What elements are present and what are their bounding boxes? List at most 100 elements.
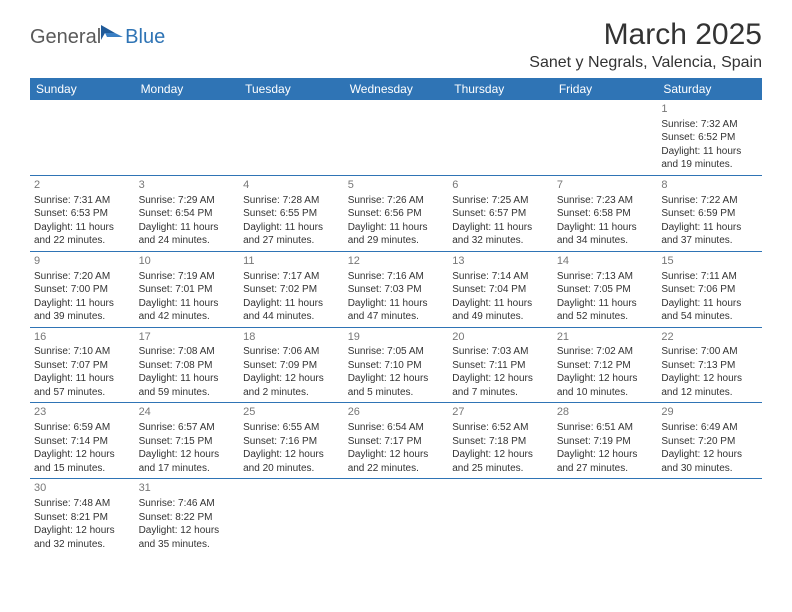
calendar-cell: 11Sunrise: 7:17 AMSunset: 7:02 PMDayligh… [239, 251, 344, 327]
sunrise-text: Sunrise: 7:00 AM [661, 345, 758, 359]
title-block: March 2025 Sanet y Negrals, Valencia, Sp… [529, 18, 762, 72]
day-number: 7 [557, 178, 654, 193]
daylight-text: Daylight: 11 hours [139, 221, 236, 235]
daylight-text: and 17 minutes. [139, 462, 236, 476]
sunrise-text: Sunrise: 7:23 AM [557, 194, 654, 208]
day-number: 3 [139, 178, 236, 193]
logo: General Blue [30, 26, 165, 49]
daylight-text: and 52 minutes. [557, 310, 654, 324]
calendar-cell: 28Sunrise: 6:51 AMSunset: 7:19 PMDayligh… [553, 403, 658, 479]
day-number: 4 [243, 178, 340, 193]
day-number: 23 [34, 405, 131, 420]
daylight-text: Daylight: 11 hours [34, 297, 131, 311]
daylight-text: Daylight: 12 hours [557, 448, 654, 462]
sunrise-text: Sunrise: 6:54 AM [348, 421, 445, 435]
calendar-cell [135, 100, 240, 175]
calendar-cell: 22Sunrise: 7:00 AMSunset: 7:13 PMDayligh… [657, 327, 762, 403]
day-number: 25 [243, 405, 340, 420]
sunset-text: Sunset: 6:57 PM [452, 207, 549, 221]
calendar-cell [448, 100, 553, 175]
sunset-text: Sunset: 7:20 PM [661, 435, 758, 449]
sunrise-text: Sunrise: 7:28 AM [243, 194, 340, 208]
sunset-text: Sunset: 7:19 PM [557, 435, 654, 449]
daylight-text: and 34 minutes. [557, 234, 654, 248]
calendar-cell: 20Sunrise: 7:03 AMSunset: 7:11 PMDayligh… [448, 327, 553, 403]
day-number: 14 [557, 254, 654, 269]
calendar-cell: 4Sunrise: 7:28 AMSunset: 6:55 PMDaylight… [239, 175, 344, 251]
day-number: 20 [452, 330, 549, 345]
sunrise-text: Sunrise: 6:55 AM [243, 421, 340, 435]
daylight-text: and 49 minutes. [452, 310, 549, 324]
daylight-text: Daylight: 11 hours [661, 145, 758, 159]
daylight-text: and 47 minutes. [348, 310, 445, 324]
sunset-text: Sunset: 8:21 PM [34, 511, 131, 525]
sunset-text: Sunset: 6:55 PM [243, 207, 340, 221]
calendar-row: 9Sunrise: 7:20 AMSunset: 7:00 PMDaylight… [30, 251, 762, 327]
calendar-cell [239, 100, 344, 175]
calendar-table: Sunday Monday Tuesday Wednesday Thursday… [30, 78, 762, 554]
sunset-text: Sunset: 7:14 PM [34, 435, 131, 449]
daylight-text: Daylight: 12 hours [243, 448, 340, 462]
calendar-cell [553, 100, 658, 175]
sunset-text: Sunset: 7:12 PM [557, 359, 654, 373]
sunset-text: Sunset: 7:02 PM [243, 283, 340, 297]
daylight-text: and 44 minutes. [243, 310, 340, 324]
day-number: 10 [139, 254, 236, 269]
daylight-text: Daylight: 11 hours [661, 221, 758, 235]
sunrise-text: Sunrise: 6:57 AM [139, 421, 236, 435]
day-number: 8 [661, 178, 758, 193]
weekday-header: Wednesday [344, 78, 449, 100]
daylight-text: Daylight: 11 hours [139, 372, 236, 386]
weekday-header: Friday [553, 78, 658, 100]
sunset-text: Sunset: 7:01 PM [139, 283, 236, 297]
weekday-header: Sunday [30, 78, 135, 100]
daylight-text: and 24 minutes. [139, 234, 236, 248]
calendar-cell: 7Sunrise: 7:23 AMSunset: 6:58 PMDaylight… [553, 175, 658, 251]
sunrise-text: Sunrise: 7:22 AM [661, 194, 758, 208]
calendar-cell: 16Sunrise: 7:10 AMSunset: 7:07 PMDayligh… [30, 327, 135, 403]
calendar-cell: 9Sunrise: 7:20 AMSunset: 7:00 PMDaylight… [30, 251, 135, 327]
day-number: 26 [348, 405, 445, 420]
location: Sanet y Negrals, Valencia, Spain [529, 54, 762, 72]
day-number: 12 [348, 254, 445, 269]
sunset-text: Sunset: 8:22 PM [139, 511, 236, 525]
sunset-text: Sunset: 7:13 PM [661, 359, 758, 373]
sunrise-text: Sunrise: 7:48 AM [34, 497, 131, 511]
daylight-text: Daylight: 12 hours [452, 448, 549, 462]
day-number: 9 [34, 254, 131, 269]
calendar-cell: 13Sunrise: 7:14 AMSunset: 7:04 PMDayligh… [448, 251, 553, 327]
day-number: 18 [243, 330, 340, 345]
calendar-row: 23Sunrise: 6:59 AMSunset: 7:14 PM Dayligh… [30, 403, 762, 479]
day-number: 11 [243, 254, 340, 269]
calendar-cell: 21Sunrise: 7:02 AMSunset: 7:12 PMDayligh… [553, 327, 658, 403]
sunrise-text: Sunrise: 7:16 AM [348, 270, 445, 284]
daylight-text: Daylight: 11 hours [452, 221, 549, 235]
daylight-text: Daylight: 11 hours [243, 297, 340, 311]
sunrise-text: Sunrise: 7:11 AM [661, 270, 758, 284]
calendar-cell: 15Sunrise: 7:11 AMSunset: 7:06 PMDayligh… [657, 251, 762, 327]
day-number: 28 [557, 405, 654, 420]
header: General Blue March 2025 Sanet y Negrals,… [30, 18, 762, 72]
daylight-text: Daylight: 11 hours [348, 297, 445, 311]
sunrise-text: Sunrise: 7:08 AM [139, 345, 236, 359]
sunset-text: Sunset: 7:07 PM [34, 359, 131, 373]
daylight-text: Daylight: 11 hours [348, 221, 445, 235]
daylight-text: and 37 minutes. [661, 234, 758, 248]
sunset-text: Sunset: 7:15 PM [139, 435, 236, 449]
daylight-text: Daylight: 11 hours [34, 221, 131, 235]
calendar-cell [30, 100, 135, 175]
flag-icon [101, 23, 123, 41]
calendar-cell: 2Sunrise: 7:31 AMSunset: 6:53 PMDaylight… [30, 175, 135, 251]
sunrise-text: Sunrise: 6:59 AM [34, 421, 131, 435]
calendar-cell [239, 479, 344, 554]
calendar-cell: 27Sunrise: 6:52 AMSunset: 7:18 PMDayligh… [448, 403, 553, 479]
daylight-text: and 15 minutes. [34, 462, 131, 476]
day-number: 21 [557, 330, 654, 345]
calendar-cell: 19Sunrise: 7:05 AMSunset: 7:10 PMDayligh… [344, 327, 449, 403]
day-number: 17 [139, 330, 236, 345]
calendar-cell: 10Sunrise: 7:19 AMSunset: 7:01 PMDayligh… [135, 251, 240, 327]
daylight-text: and 27 minutes. [557, 462, 654, 476]
calendar-cell: 8Sunrise: 7:22 AMSunset: 6:59 PMDaylight… [657, 175, 762, 251]
sunrise-text: Sunrise: 7:29 AM [139, 194, 236, 208]
sunset-text: Sunset: 6:52 PM [661, 131, 758, 145]
